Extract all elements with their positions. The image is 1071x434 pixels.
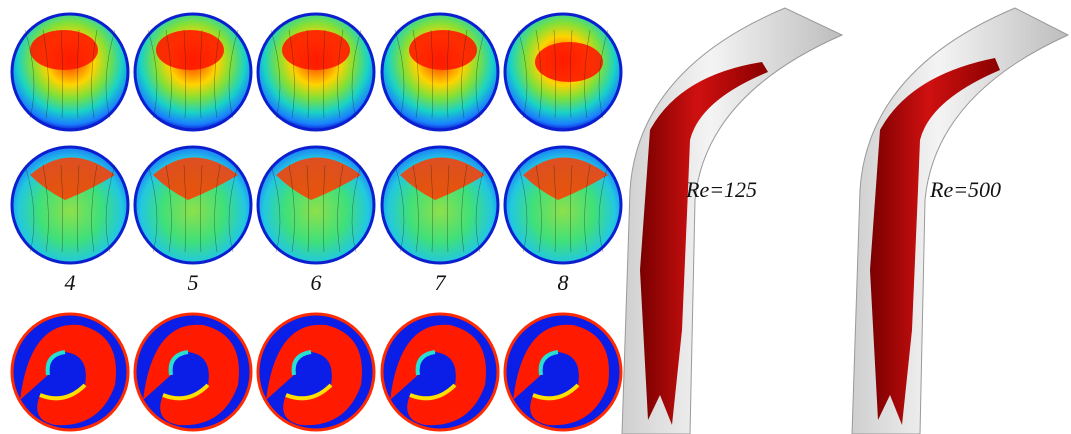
pipe-re500: Re=500 [852, 8, 1068, 434]
cross-sections: 4 5 6 7 8 [12, 14, 621, 430]
section-label: 5 [188, 270, 199, 295]
high-velocity-core [535, 42, 603, 82]
section-label: 4 [65, 270, 76, 295]
high-velocity-core [30, 30, 98, 70]
section-label: 6 [311, 270, 322, 295]
high-velocity-core [409, 30, 477, 70]
figure: 4 5 6 7 8 Re=125 Re=500 [0, 0, 1071, 434]
section-label: 7 [435, 270, 447, 295]
pipe-re125: Re=125 [622, 8, 842, 434]
section-label: 8 [558, 270, 569, 295]
annotation: Re=500 [929, 177, 1001, 202]
high-velocity-core [156, 30, 224, 70]
annotation: Re=125 [685, 177, 757, 202]
